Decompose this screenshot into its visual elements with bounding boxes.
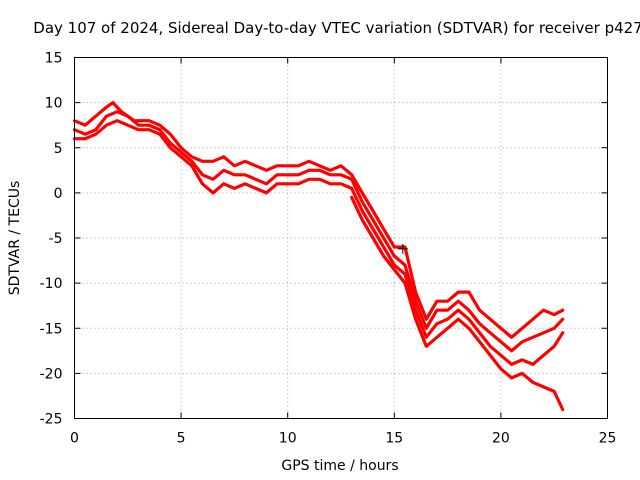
- y-axis-label: SDTVAR / TECUs: [7, 181, 23, 296]
- series-track-4: [350, 195, 565, 412]
- x-axis-label: GPS time / hours: [281, 458, 398, 474]
- x-tick-label: 15: [385, 431, 403, 447]
- y-tick-label: -15: [40, 321, 63, 337]
- y-tick-label: -25: [40, 412, 63, 428]
- y-tick-label: 5: [54, 141, 63, 157]
- series-track-2: [72, 110, 565, 353]
- y-tick-label: 15: [45, 51, 63, 67]
- series-track-1: [72, 100, 565, 339]
- y-tick-label: 10: [45, 96, 63, 112]
- x-tick-label: 25: [599, 431, 617, 447]
- x-tick-label: 20: [492, 431, 510, 447]
- series-track-3: [72, 119, 565, 366]
- plot-frame: [74, 57, 608, 419]
- x-tick-label: 5: [177, 431, 186, 447]
- x-tick-label: 0: [70, 431, 79, 447]
- x-tick-label: 10: [279, 431, 297, 447]
- y-tick-label: -5: [49, 231, 63, 247]
- axis-ticks: 0 5 10 15 20 25 15 10 5 0 -5 -10 -15 -20 -25: [40, 51, 617, 447]
- y-tick-label: -10: [40, 276, 63, 292]
- y-tick-label: 0: [54, 186, 63, 202]
- crosshair-marker: [397, 243, 408, 254]
- y-tick-label: -20: [40, 366, 63, 382]
- chart-title: Day 107 of 2024, Sidereal Day-to-day VTE…: [33, 19, 640, 37]
- data-series: [72, 100, 565, 412]
